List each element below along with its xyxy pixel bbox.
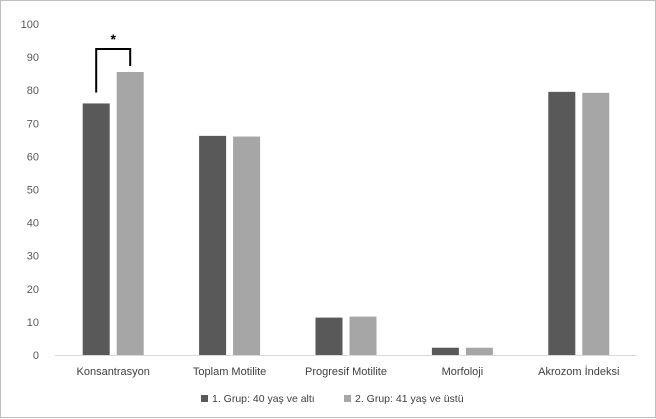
y-tick-label: 70 bbox=[27, 118, 39, 130]
significance-bracket bbox=[95, 47, 132, 93]
bar-1-4 bbox=[548, 91, 576, 355]
bar-1-3 bbox=[431, 347, 459, 355]
x-tick-label: Toplam Motilite bbox=[193, 366, 266, 378]
x-tick-label: Konsantrasyon bbox=[77, 366, 150, 378]
bar-1-2 bbox=[315, 317, 343, 355]
bar-2-0 bbox=[116, 71, 144, 356]
bar-2-3 bbox=[465, 347, 493, 355]
legend-swatch-2 bbox=[344, 395, 351, 402]
y-axis: 0 10 20 30 40 50 60 70 80 90 100 bbox=[21, 19, 39, 362]
bar-2-4 bbox=[582, 92, 610, 356]
legend-swatch-1 bbox=[201, 395, 208, 402]
y-tick-label: 0 bbox=[33, 350, 39, 362]
legend-label-2: 2. Grup: 41 yaş ve üstü bbox=[355, 393, 464, 405]
y-tick-label: 80 bbox=[27, 85, 39, 97]
significance-star: * bbox=[110, 31, 116, 47]
bars bbox=[82, 71, 610, 356]
x-tick-label: Progresif Motilite bbox=[305, 366, 387, 378]
y-tick-label: 40 bbox=[27, 218, 39, 230]
bar-1-0 bbox=[82, 103, 110, 355]
y-tick-label: 10 bbox=[27, 317, 39, 329]
y-tick-label: 90 bbox=[27, 52, 39, 64]
x-tick-label: Akrozom İndeksi bbox=[538, 365, 619, 378]
bar-1-1 bbox=[199, 135, 227, 355]
significance-annotation: * bbox=[95, 31, 132, 93]
x-axis: Konsantrasyon Toplam Motilite Progresif Mo… bbox=[55, 355, 637, 378]
legend: 1. Grup: 40 yaş ve altı 2. Grup: 41 yaş v… bbox=[201, 393, 464, 405]
bar-2-1 bbox=[233, 136, 261, 355]
y-tick-label: 50 bbox=[27, 185, 39, 197]
y-tick-label: 100 bbox=[21, 19, 39, 31]
y-tick-label: 30 bbox=[27, 251, 39, 263]
x-tick-label: Morfoloji bbox=[442, 366, 484, 378]
legend-label-1: 1. Grup: 40 yaş ve altı bbox=[212, 393, 315, 405]
bar-2-2 bbox=[349, 316, 377, 355]
y-tick-label: 60 bbox=[27, 151, 39, 163]
y-tick-label: 20 bbox=[27, 284, 39, 296]
